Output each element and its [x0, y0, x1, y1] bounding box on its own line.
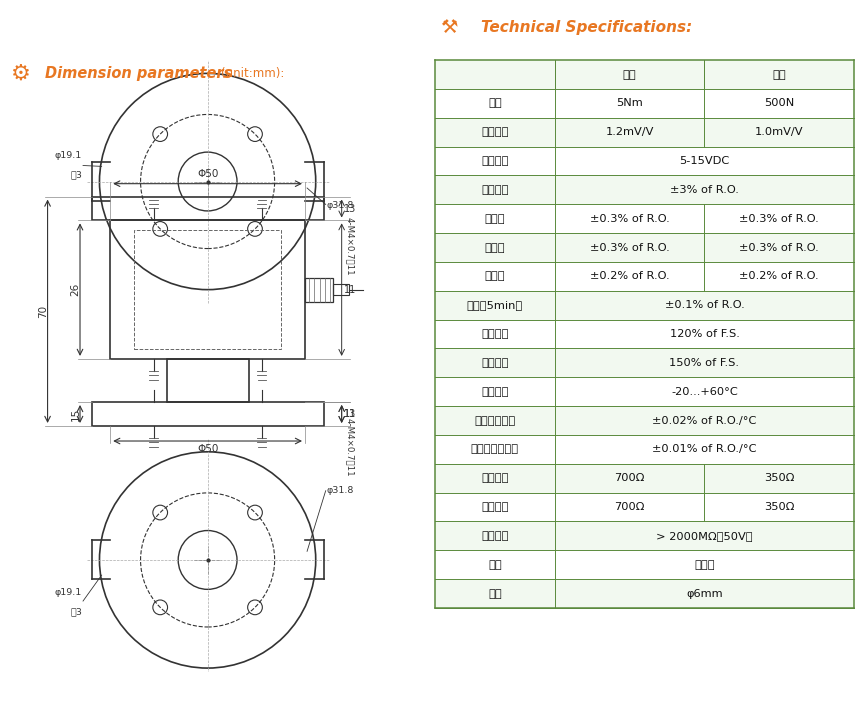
Text: (unit:mm):: (unit:mm): [221, 67, 284, 80]
Bar [435, 320, 854, 349]
Text: 绝缘阻抗: 绝缘阻抗 [481, 531, 509, 541]
Text: ±0.02% of R.O./°C: ±0.02% of R.O./°C [652, 416, 757, 425]
Text: 材质: 材质 [488, 560, 502, 570]
Bar [435, 262, 854, 291]
Text: 零点温度漂移: 零点温度漂移 [474, 416, 516, 425]
Text: ±0.3% of R.O.: ±0.3% of R.O. [590, 214, 670, 224]
Text: 26: 26 [71, 283, 80, 296]
Text: 700Ω: 700Ω [614, 502, 644, 512]
Text: 滓后性: 滓后性 [484, 243, 505, 253]
Text: 4-M4×0.7深11: 4-M4×0.7深11 [345, 418, 354, 477]
Text: 120% of F.S.: 120% of F.S. [670, 329, 740, 339]
Text: 工作温度: 工作温度 [481, 387, 509, 396]
Bar [435, 521, 854, 550]
Bar [166, 359, 249, 402]
Bar [134, 230, 281, 349]
Text: ⚒: ⚒ [441, 18, 458, 37]
Text: 重复性: 重复性 [484, 271, 505, 282]
Text: 4-M4×0.7深11: 4-M4×0.7深11 [345, 217, 354, 276]
Text: φ31.8: φ31.8 [327, 201, 354, 210]
Text: 输入阻抗: 输入阻抗 [481, 473, 509, 483]
Bar [435, 492, 854, 521]
Text: 350Ω: 350Ω [764, 473, 794, 483]
Bar [304, 277, 333, 302]
Bar [435, 204, 854, 233]
Text: 11: 11 [344, 409, 356, 419]
Text: 500N: 500N [764, 98, 794, 108]
Text: 额定输出: 额定输出 [481, 127, 509, 137]
Text: ±0.1% of R.O.: ±0.1% of R.O. [664, 300, 745, 310]
Bar [435, 435, 854, 464]
Bar [111, 220, 305, 359]
Text: ±0.2% of R.O.: ±0.2% of R.O. [590, 271, 670, 282]
Bar [435, 233, 854, 262]
Text: 5Nm: 5Nm [616, 98, 643, 108]
Bar [435, 60, 854, 89]
Text: ±0.3% of R.O.: ±0.3% of R.O. [740, 243, 819, 253]
Text: Φ50: Φ50 [197, 444, 218, 454]
Text: 350Ω: 350Ω [764, 502, 794, 512]
Text: ±0.01% of R.O./°C: ±0.01% of R.O./°C [652, 444, 757, 454]
Text: Φ50: Φ50 [197, 170, 218, 179]
Text: 蚀变（5min）: 蚀变（5min） [466, 300, 523, 310]
Text: 15: 15 [71, 407, 80, 421]
Text: 量程: 量程 [488, 98, 502, 108]
Text: 13: 13 [344, 204, 356, 214]
Text: > 2000MΩ（50V）: > 2000MΩ（50V） [657, 531, 753, 541]
Text: 150% of F.S.: 150% of F.S. [670, 358, 740, 368]
Text: 1.2mV/V: 1.2mV/V [606, 127, 654, 137]
Text: ±0.3% of R.O.: ±0.3% of R.O. [740, 214, 819, 224]
Bar [435, 550, 854, 579]
Bar [333, 284, 349, 295]
Bar [435, 464, 854, 492]
Text: 零点输出: 零点输出 [481, 185, 509, 195]
Text: 深3: 深3 [70, 607, 82, 617]
Text: ±0.2% of R.O.: ±0.2% of R.O. [740, 271, 819, 282]
Text: 扭力: 扭力 [623, 69, 637, 79]
Text: 13: 13 [344, 409, 356, 419]
Text: 非线性: 非线性 [484, 214, 505, 224]
Text: 5-15VDC: 5-15VDC [679, 156, 729, 166]
Bar [435, 175, 854, 204]
Bar [435, 378, 854, 406]
Bar [435, 349, 854, 378]
Text: φ31.8: φ31.8 [327, 486, 354, 495]
Text: φ19.1: φ19.1 [54, 588, 82, 596]
Text: 激励电压: 激励电压 [481, 156, 509, 166]
Text: 铝合金: 铝合金 [694, 560, 714, 570]
Bar [435, 406, 854, 435]
Text: φ6mm: φ6mm [686, 588, 723, 599]
Bar [435, 147, 854, 175]
Text: 700Ω: 700Ω [614, 473, 644, 483]
Bar [92, 196, 324, 220]
Text: 安全过载: 安全过载 [481, 329, 509, 339]
Text: 线径: 线径 [488, 588, 502, 599]
Text: 灵敏度温度漂移: 灵敏度温度漂移 [471, 444, 519, 454]
Text: 11: 11 [344, 284, 356, 295]
Text: 深3: 深3 [70, 170, 82, 180]
Bar [435, 118, 854, 147]
Text: Dimension parameters: Dimension parameters [46, 66, 233, 81]
Bar [435, 579, 854, 608]
Text: ⚙: ⚙ [10, 64, 31, 83]
Text: -20...+60°C: -20...+60°C [671, 387, 738, 396]
Bar [92, 402, 324, 426]
Text: Technical Specifications:: Technical Specifications: [481, 20, 692, 35]
Bar [435, 291, 854, 320]
Text: 1.0mV/V: 1.0mV/V [755, 127, 804, 137]
Text: 70: 70 [38, 305, 48, 318]
Text: 输出阻抗: 输出阻抗 [481, 502, 509, 512]
Bar [435, 89, 854, 118]
Text: φ19.1: φ19.1 [54, 151, 82, 160]
Text: 极限过载: 极限过载 [481, 358, 509, 368]
Text: 压力: 压力 [772, 69, 786, 79]
Text: ±3% of R.O.: ±3% of R.O. [670, 185, 739, 195]
Text: ±0.3% of R.O.: ±0.3% of R.O. [590, 243, 670, 253]
